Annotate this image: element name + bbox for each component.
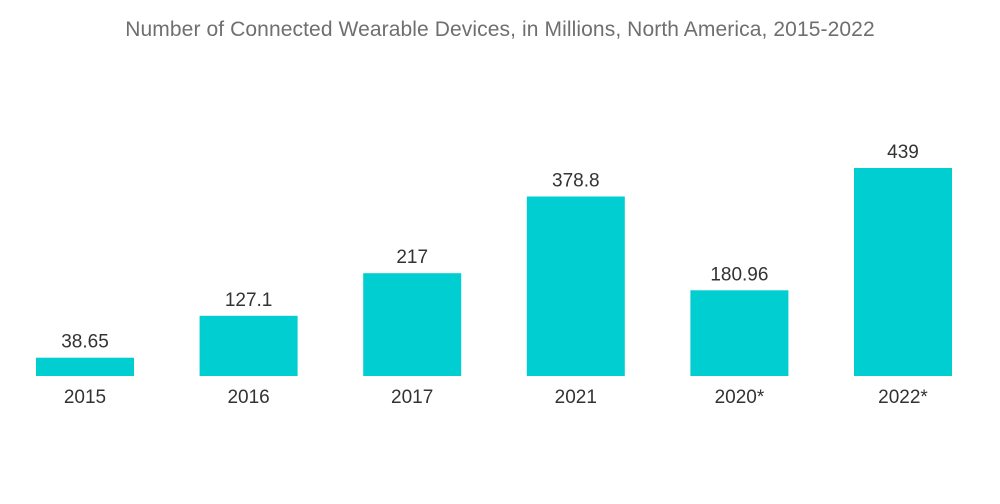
- x-tick-label-2015: 2015: [64, 387, 106, 408]
- x-tick-label-2016: 2016: [227, 387, 269, 408]
- x-tick-label-2020star: 2020*: [715, 387, 765, 408]
- bar-2016: [199, 315, 298, 376]
- value-label-2017: 217: [396, 247, 428, 268]
- bar-2021: [526, 196, 625, 376]
- bar-2017: [363, 273, 462, 376]
- x-tick-label-2017: 2017: [391, 387, 433, 408]
- value-label-2022star: 439: [887, 142, 919, 163]
- x-tick-label-2022star: 2022*: [878, 387, 928, 408]
- bar-2022star: [854, 168, 952, 376]
- bar-2015: [36, 357, 134, 376]
- value-label-2020star: 180.96: [710, 264, 768, 285]
- x-tick-label-2021: 2021: [555, 387, 597, 408]
- value-label-2021: 378.8: [552, 171, 600, 192]
- bar-2020star: [690, 290, 789, 376]
- chart-title: Number of Connected Wearable Devices, in…: [125, 18, 875, 41]
- value-label-2015: 38.65: [61, 332, 109, 353]
- value-label-2016: 127.1: [225, 290, 273, 311]
